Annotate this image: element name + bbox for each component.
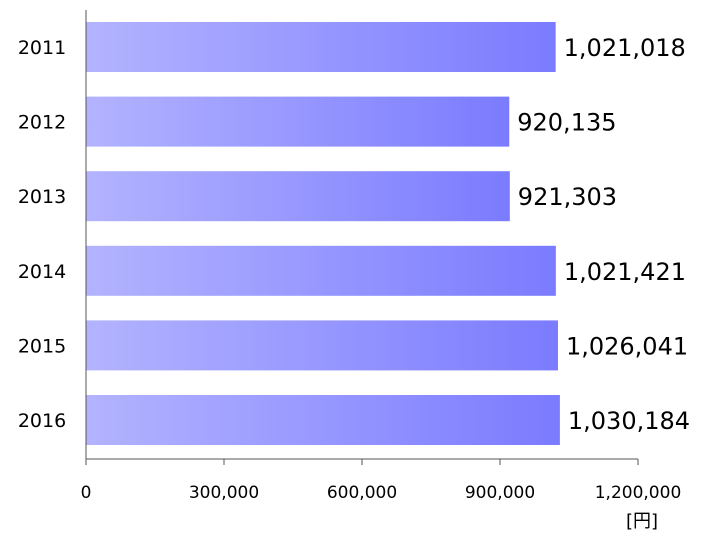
bar-2016 <box>86 395 560 445</box>
category-label-2011: 2011 <box>18 37 66 59</box>
bars <box>86 22 560 445</box>
data-label-2014: 1,021,421 <box>564 258 686 286</box>
x-tick-label: 600,000 <box>327 483 397 503</box>
data-label-2012: 920,135 <box>517 109 616 137</box>
category-label-2016: 2016 <box>18 410 66 432</box>
bar-2015 <box>86 320 558 371</box>
x-ticks: 0 300,000 600,000 900,000 1,200,000 <box>81 459 682 503</box>
unit-label: [円] <box>626 511 658 532</box>
bar-2014 <box>86 245 556 296</box>
category-label-2012: 2012 <box>18 112 66 134</box>
category-label-2013: 2013 <box>18 186 66 208</box>
bar-2013 <box>86 171 510 222</box>
data-label-2016: 1,030,184 <box>568 407 690 435</box>
bar-2011 <box>86 22 556 72</box>
bar-2012 <box>86 96 510 147</box>
data-labels: 1,021,018 920,135 921,303 1,021,421 1,026,04… <box>517 34 690 435</box>
x-tick-label: 1,200,000 <box>595 483 682 503</box>
category-label-2014: 2014 <box>18 261 66 283</box>
x-axis <box>85 10 638 460</box>
data-label-2013: 921,303 <box>518 183 617 211</box>
category-label-2015: 2015 <box>18 335 66 357</box>
category-labels: 2011 2012 2013 2014 2015 2016 <box>18 37 66 432</box>
data-label-2011: 1,021,018 <box>564 34 686 62</box>
x-tick-label: 0 <box>81 483 92 503</box>
x-tick-label: 900,000 <box>465 483 535 503</box>
x-tick-label: 300,000 <box>189 483 259 503</box>
data-label-2015: 1,026,041 <box>566 332 688 360</box>
